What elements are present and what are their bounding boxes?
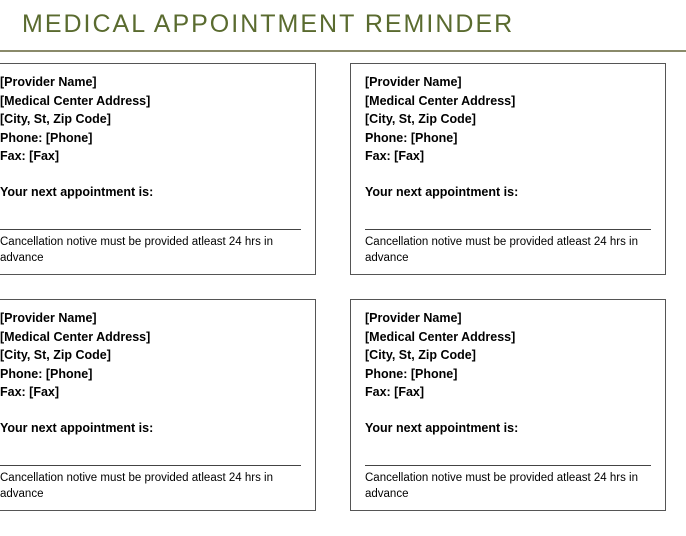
provider-fax: Fax: [Fax] bbox=[0, 148, 301, 166]
reminder-card: [Provider Name] [Medical Center Address]… bbox=[350, 63, 666, 275]
divider-line bbox=[365, 229, 651, 230]
provider-fax: Fax: [Fax] bbox=[0, 384, 301, 402]
reminder-card: [Provider Name] [Medical Center Address]… bbox=[0, 63, 316, 275]
provider-block: [Provider Name] [Medical Center Address]… bbox=[0, 310, 301, 402]
cancellation-notice: Cancellation notive must be provided atl… bbox=[0, 234, 301, 266]
provider-block: [Provider Name] [Medical Center Address]… bbox=[365, 310, 651, 402]
provider-city-state-zip: [City, St, Zip Code] bbox=[0, 347, 301, 365]
cancellation-notice: Cancellation notive must be provided atl… bbox=[365, 470, 651, 502]
next-appointment-label: Your next appointment is: bbox=[0, 184, 301, 202]
next-appointment-label: Your next appointment is: bbox=[0, 420, 301, 438]
provider-city-state-zip: [City, St, Zip Code] bbox=[0, 111, 301, 129]
divider-line bbox=[0, 465, 301, 466]
provider-block: [Provider Name] [Medical Center Address]… bbox=[0, 74, 301, 166]
provider-fax: Fax: [Fax] bbox=[365, 148, 651, 166]
next-appointment-label: Your next appointment is: bbox=[365, 420, 651, 438]
provider-name: [Provider Name] bbox=[365, 310, 651, 328]
provider-phone: Phone: [Phone] bbox=[365, 130, 651, 148]
title-bar: MEDICAL APPOINTMENT REMINDER bbox=[0, 0, 686, 45]
provider-fax: Fax: [Fax] bbox=[365, 384, 651, 402]
divider-line bbox=[0, 229, 301, 230]
reminder-card: [Provider Name] [Medical Center Address]… bbox=[350, 299, 666, 511]
divider-line bbox=[365, 465, 651, 466]
provider-city-state-zip: [City, St, Zip Code] bbox=[365, 111, 651, 129]
provider-phone: Phone: [Phone] bbox=[365, 366, 651, 384]
provider-address: [Medical Center Address] bbox=[0, 93, 301, 111]
provider-name: [Provider Name] bbox=[0, 74, 301, 92]
cancellation-notice: Cancellation notive must be provided atl… bbox=[0, 470, 301, 502]
provider-phone: Phone: [Phone] bbox=[0, 130, 301, 148]
provider-name: [Provider Name] bbox=[365, 74, 651, 92]
provider-block: [Provider Name] [Medical Center Address]… bbox=[365, 74, 651, 166]
provider-address: [Medical Center Address] bbox=[365, 329, 651, 347]
provider-phone: Phone: [Phone] bbox=[0, 366, 301, 384]
provider-city-state-zip: [City, St, Zip Code] bbox=[365, 347, 651, 365]
provider-name: [Provider Name] bbox=[0, 310, 301, 328]
reminder-card: [Provider Name] [Medical Center Address]… bbox=[0, 299, 316, 511]
cancellation-notice: Cancellation notive must be provided atl… bbox=[365, 234, 651, 266]
next-appointment-label: Your next appointment is: bbox=[365, 184, 651, 202]
title-underline bbox=[0, 50, 686, 52]
card-grid: [Provider Name] [Medical Center Address]… bbox=[0, 63, 686, 511]
page-title: MEDICAL APPOINTMENT REMINDER bbox=[22, 10, 686, 39]
provider-address: [Medical Center Address] bbox=[365, 93, 651, 111]
provider-address: [Medical Center Address] bbox=[0, 329, 301, 347]
